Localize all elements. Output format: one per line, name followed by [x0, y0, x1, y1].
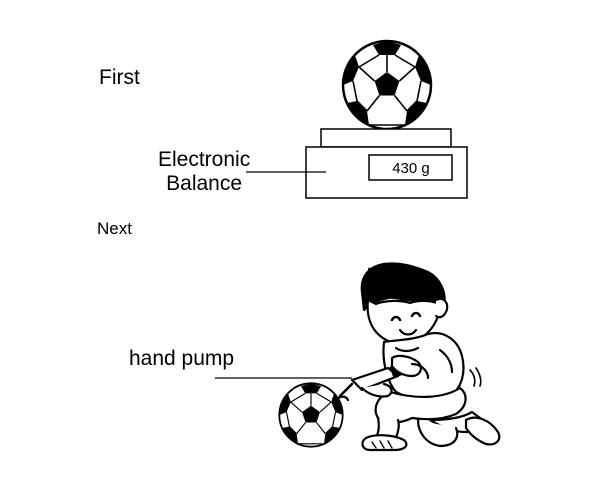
- electronic-balance-icon: 430 g: [305, 128, 468, 199]
- soccer-ball-being-pumped-icon: [278, 382, 344, 448]
- electronic-balance-label: Electronic Balance: [158, 148, 250, 196]
- balance-pan: [320, 128, 452, 148]
- hand-pump-label: hand pump: [129, 347, 235, 370]
- balance-label-line1: Electronic: [158, 148, 251, 171]
- balance-display: [368, 154, 453, 181]
- balance-label-line2: Balance: [166, 172, 243, 195]
- step-first-label: First: [99, 66, 140, 89]
- balance-reading: 430 g: [392, 160, 430, 177]
- step-next-label: Next: [97, 219, 132, 238]
- soccer-ball-on-balance-icon: [341, 39, 433, 131]
- boy-with-hand-pump-icon: [336, 262, 501, 452]
